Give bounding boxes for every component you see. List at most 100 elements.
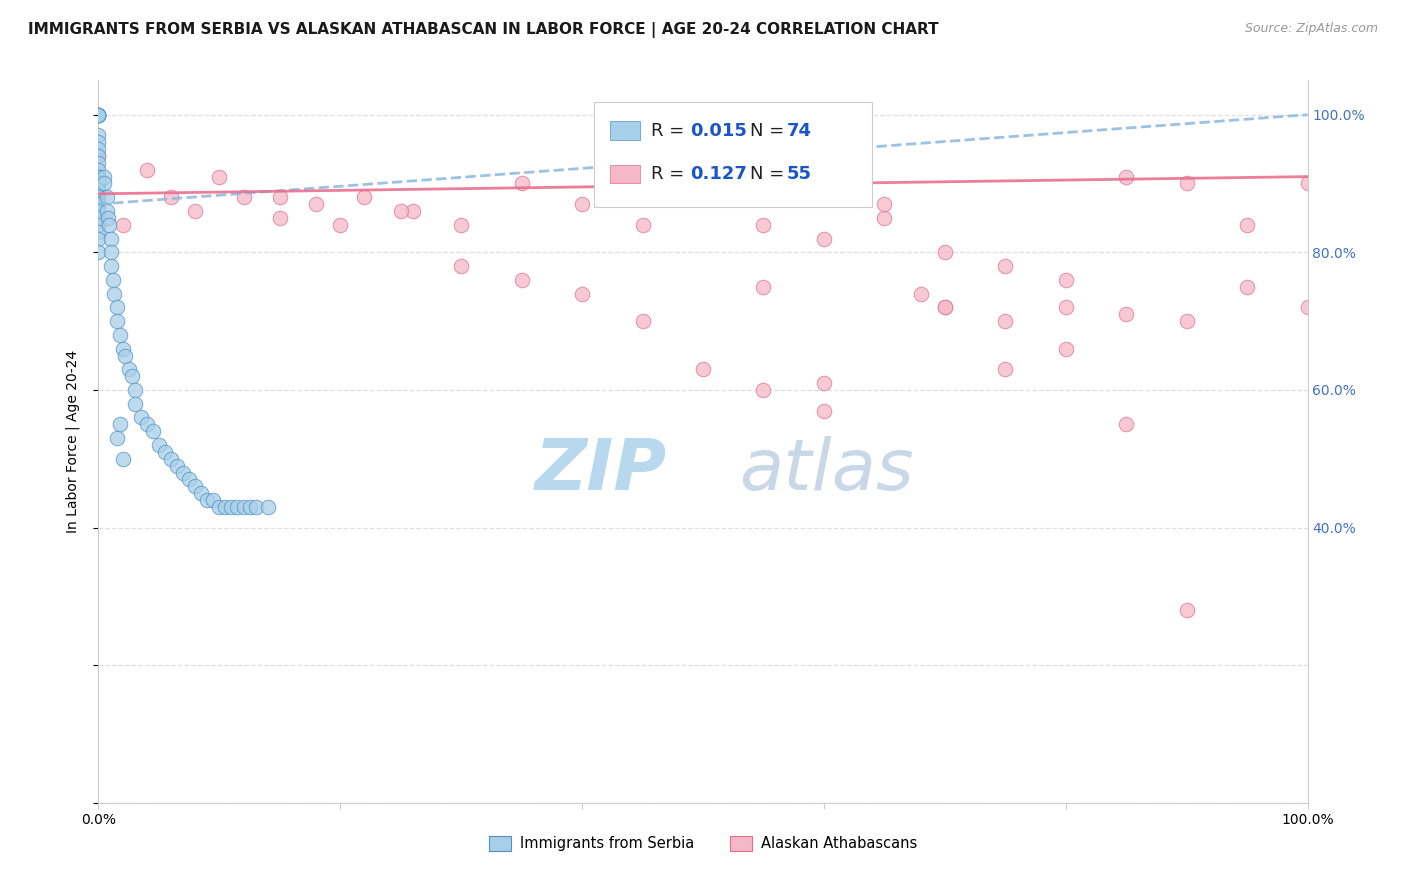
Point bbox=[1236, 218, 1258, 232]
Text: 0.127: 0.127 bbox=[690, 165, 747, 183]
Point bbox=[232, 190, 254, 204]
Point bbox=[195, 493, 218, 508]
Point bbox=[184, 204, 207, 219]
Text: 55: 55 bbox=[786, 165, 811, 183]
Point bbox=[214, 500, 236, 514]
Point bbox=[184, 479, 207, 493]
Text: Source: ZipAtlas.com: Source: ZipAtlas.com bbox=[1244, 22, 1378, 36]
Point bbox=[1115, 169, 1137, 184]
Point bbox=[752, 279, 775, 293]
Point bbox=[87, 108, 110, 122]
Point bbox=[172, 466, 194, 480]
Point bbox=[239, 500, 262, 514]
Point bbox=[1054, 301, 1077, 315]
Point bbox=[202, 493, 225, 508]
Point bbox=[208, 500, 231, 514]
Point bbox=[510, 273, 533, 287]
Y-axis label: In Labor Force | Age 20-24: In Labor Force | Age 20-24 bbox=[66, 350, 80, 533]
Point bbox=[87, 204, 110, 219]
Point bbox=[100, 259, 122, 273]
Point bbox=[87, 204, 110, 219]
Point bbox=[994, 314, 1017, 328]
Point bbox=[994, 259, 1017, 273]
Text: N =: N = bbox=[751, 122, 790, 140]
Text: atlas: atlas bbox=[740, 436, 914, 505]
Legend: Immigrants from Serbia, Alaskan Athabascans: Immigrants from Serbia, Alaskan Athabasc… bbox=[484, 830, 922, 857]
Point bbox=[118, 362, 141, 376]
Point bbox=[389, 204, 412, 219]
Point bbox=[105, 314, 128, 328]
Point bbox=[510, 177, 533, 191]
Point bbox=[353, 190, 375, 204]
Point bbox=[1175, 314, 1198, 328]
Point bbox=[692, 362, 714, 376]
FancyBboxPatch shape bbox=[595, 102, 872, 207]
Point bbox=[87, 190, 110, 204]
Point bbox=[87, 177, 110, 191]
Point bbox=[873, 197, 896, 211]
Point bbox=[135, 162, 157, 177]
Text: R =: R = bbox=[651, 165, 690, 183]
Point bbox=[87, 190, 110, 204]
Point bbox=[105, 301, 128, 315]
Point bbox=[96, 190, 118, 204]
Point bbox=[226, 500, 249, 514]
Point bbox=[1175, 177, 1198, 191]
Point bbox=[87, 169, 110, 184]
Point bbox=[87, 218, 110, 232]
Point bbox=[87, 108, 110, 122]
Point bbox=[87, 225, 110, 239]
Point bbox=[87, 197, 110, 211]
Point bbox=[153, 445, 176, 459]
Point bbox=[129, 410, 152, 425]
Point bbox=[813, 231, 835, 245]
Point bbox=[87, 218, 110, 232]
Point bbox=[100, 231, 122, 245]
Point bbox=[87, 142, 110, 156]
Point bbox=[98, 218, 121, 232]
Point bbox=[269, 211, 291, 225]
Point bbox=[87, 149, 110, 163]
Point bbox=[87, 177, 110, 191]
Point bbox=[87, 211, 110, 225]
Point bbox=[87, 177, 110, 191]
Point bbox=[87, 162, 110, 177]
Text: N =: N = bbox=[751, 165, 790, 183]
Point bbox=[305, 197, 328, 211]
Point bbox=[221, 500, 243, 514]
Point bbox=[813, 376, 835, 390]
Point bbox=[256, 500, 278, 514]
Point bbox=[571, 197, 593, 211]
Point bbox=[1236, 279, 1258, 293]
Point bbox=[208, 169, 231, 184]
Point bbox=[100, 245, 122, 260]
Point bbox=[93, 169, 115, 184]
Point bbox=[124, 383, 146, 397]
Point bbox=[232, 500, 254, 514]
Point bbox=[87, 108, 110, 122]
Point bbox=[329, 218, 352, 232]
Point bbox=[402, 204, 425, 219]
Point bbox=[103, 286, 125, 301]
Point bbox=[910, 286, 932, 301]
Point bbox=[87, 135, 110, 149]
Point bbox=[160, 190, 183, 204]
Point bbox=[1115, 417, 1137, 432]
Point bbox=[1175, 603, 1198, 617]
Point bbox=[1054, 342, 1077, 356]
Point bbox=[142, 424, 165, 438]
Point bbox=[245, 500, 267, 514]
Point bbox=[87, 183, 110, 197]
Point bbox=[1115, 307, 1137, 321]
FancyBboxPatch shape bbox=[610, 165, 640, 183]
Point bbox=[101, 273, 124, 287]
Point bbox=[87, 231, 110, 245]
Point bbox=[873, 211, 896, 225]
Point bbox=[87, 108, 110, 122]
Point bbox=[87, 169, 110, 184]
Point bbox=[105, 431, 128, 445]
Text: 0.015: 0.015 bbox=[690, 122, 747, 140]
Point bbox=[179, 472, 201, 486]
Text: IMMIGRANTS FROM SERBIA VS ALASKAN ATHABASCAN IN LABOR FORCE | AGE 20-24 CORRELAT: IMMIGRANTS FROM SERBIA VS ALASKAN ATHABA… bbox=[28, 22, 939, 38]
Point bbox=[1054, 273, 1077, 287]
